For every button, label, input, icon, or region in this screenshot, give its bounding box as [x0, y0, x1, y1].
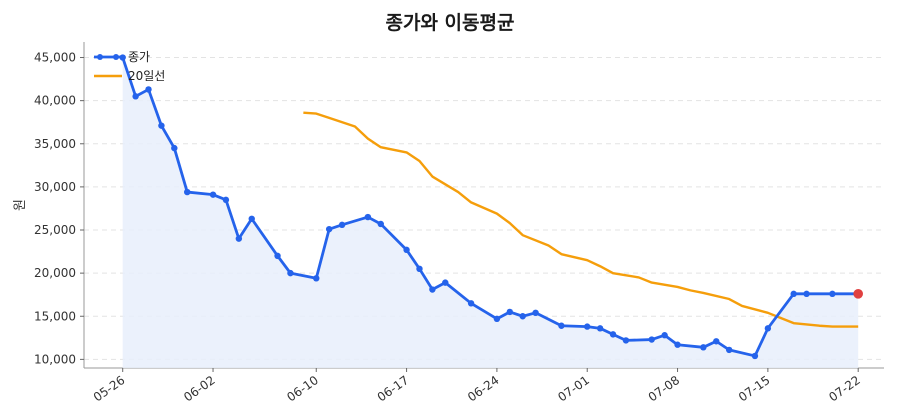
close-point [700, 344, 707, 351]
close-point [377, 220, 384, 228]
close-point [416, 265, 423, 273]
x-tick-label: 07-08 [646, 373, 683, 404]
y-tick-label: 10,000 [34, 352, 76, 366]
x-tick-label: 07-15 [736, 373, 773, 404]
x-tick-label: 07-01 [555, 373, 592, 404]
close-point [829, 290, 836, 298]
y-tick-label: 30,000 [34, 180, 76, 194]
close-point [403, 246, 410, 254]
close-point [803, 290, 810, 298]
close-point [674, 341, 681, 348]
close-point [493, 315, 501, 323]
y-tick-label: 40,000 [34, 94, 76, 108]
close-point [313, 275, 320, 282]
close-point [429, 286, 436, 293]
close-point [248, 215, 255, 222]
close-point [751, 352, 759, 360]
close-point [132, 93, 139, 100]
close-point [609, 331, 617, 338]
y-axis-label: 원 [13, 199, 28, 211]
x-tick-label: 06-17 [375, 373, 412, 404]
close-point [442, 279, 449, 286]
close-point [532, 309, 539, 317]
close-point [338, 221, 346, 229]
close-area-fill [122, 57, 859, 369]
y-tick-label: 20,000 [34, 266, 76, 280]
y-tick-label: 25,000 [34, 223, 76, 237]
y-tick-label: 15,000 [34, 309, 76, 323]
close-point [558, 322, 565, 329]
x-tick-label: 06-02 [181, 373, 218, 404]
close-point [145, 86, 152, 93]
x-tick-label: 07-22 [826, 373, 863, 404]
legend-label-ma20: 20일선 [128, 69, 165, 83]
close-point [235, 235, 243, 242]
close-point [325, 225, 333, 233]
x-tick-label: 05-26 [91, 373, 128, 404]
close-point [274, 252, 281, 260]
y-tick-label: 35,000 [34, 137, 76, 151]
close-point [648, 336, 655, 343]
close-point [622, 337, 630, 344]
chart-title: 종가와 이동평균 [385, 12, 515, 34]
close-point [222, 196, 230, 204]
x-tick-label: 06-10 [284, 373, 321, 404]
close-point [519, 313, 526, 320]
legend-label-close: 종가 [128, 50, 150, 64]
last-close-point [853, 289, 863, 299]
close-point [209, 191, 217, 198]
y-tick-label: 45,000 [34, 51, 76, 65]
close-point [596, 325, 604, 332]
close-point [171, 144, 178, 152]
close-point [467, 300, 475, 307]
close-point [364, 213, 372, 221]
close-point [158, 122, 165, 129]
close-point [184, 188, 191, 196]
close-point [287, 269, 294, 277]
legend-marker-close [97, 54, 103, 60]
close-point [790, 290, 797, 298]
x-tick-label: 06-24 [465, 373, 502, 404]
close-point [661, 332, 668, 339]
close-point [506, 308, 514, 316]
close-point [584, 323, 591, 330]
close-point [725, 346, 733, 354]
close-point [764, 325, 772, 332]
close-point [713, 338, 720, 345]
series-line-ma20 [303, 111, 859, 328]
legend-marker-close [113, 54, 119, 60]
